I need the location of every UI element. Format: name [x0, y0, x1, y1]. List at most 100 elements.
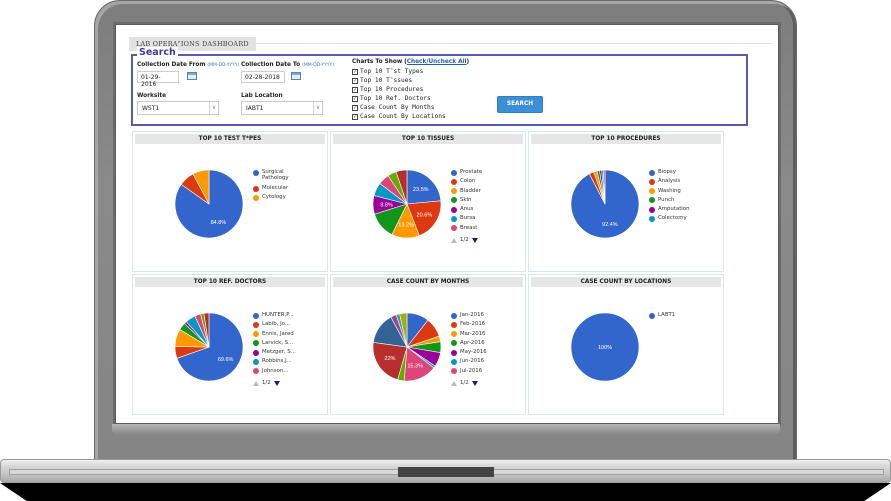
lab-location-select[interactable]: IABT1 ∨	[241, 101, 323, 115]
slice-label: 100%	[598, 345, 612, 351]
legend-item[interactable]: Apr-2016	[451, 340, 487, 349]
checkbox[interactable]: ✓	[352, 86, 358, 93]
legend-item[interactable]: May-2016	[451, 349, 487, 358]
legend-dot-icon	[451, 331, 457, 338]
legend-item[interactable]: Colectomy	[649, 215, 690, 224]
chart-legend: HUNTER,P... Labib, Jo... Ennis, Jared Larvi…	[253, 312, 296, 386]
checkbox[interactable]: ✓	[352, 68, 358, 75]
chart-option-ref-doctors[interactable]: ✓ Top 10 Ref. Doctors	[352, 94, 469, 103]
chevron-down-icon[interactable]: ∨	[313, 102, 322, 114]
checkbox[interactable]: ✓	[352, 104, 358, 111]
legend-item[interactable]: Ennis, Jared	[253, 331, 296, 340]
triangle-up-icon[interactable]	[253, 380, 259, 386]
charts-to-show-header: Charts To Show (Check/Uncheck All)	[352, 59, 469, 67]
option-label: Top 10 T‶ssues	[360, 77, 413, 84]
pie-slice[interactable]	[602, 169, 606, 205]
legend-item[interactable]: Amputation	[649, 206, 690, 215]
legend-item[interactable]: Metzger, S...	[253, 349, 296, 358]
legend-item[interactable]: Jun-2016	[451, 358, 487, 367]
triangle-down-icon[interactable]	[273, 380, 280, 386]
pie-slice[interactable]	[406, 169, 442, 205]
base-shadow	[0, 483, 891, 501]
date-from-input[interactable]: 01-29-2016	[137, 71, 179, 88]
legend-item[interactable]: Punch	[649, 197, 690, 206]
checkbox[interactable]: ✓	[352, 77, 358, 84]
legend-item[interactable]: Biopsy	[649, 169, 690, 178]
chevron-down-icon[interactable]: ∨	[209, 102, 218, 114]
pie-slice[interactable]	[395, 169, 408, 205]
chart-panel-tissues: TOP 10 TISSUES 23.5% 20.6% 13.2% 8.8% Prosta…	[330, 131, 526, 272]
paren-open: (	[404, 59, 407, 65]
pie-chart[interactable]: 15.3% 22%	[371, 311, 443, 383]
chart-title: TOP 10 PROCEDURES	[531, 134, 721, 144]
legend-item[interactable]: Jan-2016	[451, 312, 487, 321]
triangle-down-icon[interactable]	[471, 380, 478, 386]
legend-item[interactable]: Larvick, S...	[253, 340, 296, 349]
checkbox[interactable]: ✓	[352, 95, 358, 102]
pie-chart[interactable]: 92.4%	[569, 168, 641, 240]
pie-slice[interactable]	[203, 312, 210, 348]
date-to-input[interactable]: 02-28-2018	[241, 71, 285, 83]
legend-label: Molecular	[262, 185, 289, 191]
legend-item[interactable]: Jul-2016	[451, 368, 487, 377]
legend-item[interactable]: Analysis	[649, 178, 690, 187]
legend-label: May-2016	[460, 349, 487, 356]
pie-chart[interactable]: 69.6%	[173, 311, 245, 383]
legend-item[interactable]: Molecular	[253, 185, 289, 194]
chart-option-test-types[interactable]: ✓ Top 10 T‶st Types	[352, 67, 469, 76]
legend-item[interactable]: Robbins,J...	[253, 358, 296, 367]
legend-item[interactable]: Feb-2016	[451, 321, 487, 330]
pie-slice[interactable]	[570, 312, 640, 382]
pie-slice[interactable]	[399, 312, 408, 348]
pie-slice[interactable]	[192, 169, 210, 205]
calendar-icon[interactable]	[187, 72, 197, 80]
legend-item[interactable]: Colon	[451, 178, 482, 187]
chart-legend: Jan-2016 Feb-2016 Mar-2016 Apr-2016 May-2016…	[451, 312, 487, 386]
legend-item[interactable]: Prostate	[451, 169, 482, 178]
search-button[interactable]: SEARCH	[497, 96, 543, 113]
chart-panel-test-types: TOP 10 TEST T*PES 84.8% Surgical Pathology…	[132, 131, 328, 272]
triangle-down-icon[interactable]	[471, 237, 478, 243]
worksite-select[interactable]: WST1 ∨	[137, 101, 219, 115]
laptop-base	[0, 459, 891, 483]
chart-option-procedures[interactable]: ✓ Top 10 Procedures	[352, 85, 469, 94]
chart-option-months[interactable]: ✓ Case Count By Months	[352, 103, 469, 112]
pie-slice[interactable]	[176, 312, 244, 382]
legend-item[interactable]: Skin	[451, 197, 482, 206]
pie-slice[interactable]	[406, 200, 442, 237]
legend-item[interactable]: Breast	[451, 225, 482, 234]
pie-slice[interactable]	[372, 342, 408, 381]
legend-label: Metzger, S...	[262, 349, 296, 356]
triangle-up-icon[interactable]	[451, 237, 457, 243]
legend-item[interactable]: Mar-2016	[451, 331, 487, 340]
legend-item[interactable]: Labib, Jo...	[253, 321, 296, 330]
legend-dot-icon	[253, 349, 259, 356]
chart-option-locations[interactable]: ✓ Case Count By Locations	[352, 112, 469, 121]
checkbox[interactable]: ✓	[352, 113, 358, 120]
legend-item[interactable]: Cytology	[253, 194, 289, 203]
slice-label: 8.8%	[380, 203, 393, 209]
check-uncheck-all-link[interactable]: Check/Uncheck All	[406, 59, 467, 65]
calendar-icon[interactable]	[291, 72, 301, 80]
legend-pager: 1/2	[451, 380, 487, 386]
legend-item[interactable]: Anus	[451, 206, 482, 215]
legend-item[interactable]: HUNTER,P...	[253, 312, 296, 321]
legend-label: Jan-2016	[460, 312, 484, 318]
pie-chart[interactable]: 84.8%	[173, 168, 245, 240]
pie-chart[interactable]: 23.5% 20.6%13.2% 8.8%	[371, 168, 443, 240]
chart-option-tissues[interactable]: ✓ Top 10 T‶ssues	[352, 76, 469, 85]
triangle-up-icon[interactable]	[451, 380, 457, 386]
chart-legend: Prostate Colon Bladder Skin Anus Bursa Breast 1…	[451, 169, 482, 243]
legend-item[interactable]: Bladder	[451, 188, 482, 197]
legend-label: Surgical Pathology	[262, 169, 289, 181]
pie-chart[interactable]: 100%	[569, 311, 641, 383]
worksite-value: WST1	[142, 105, 160, 112]
legend-label: Skin	[460, 196, 472, 203]
legend-label: Amputation	[658, 206, 690, 213]
legend-item[interactable]: Washing	[649, 188, 690, 197]
legend-item[interactable]: LABT1	[649, 312, 675, 321]
legend-item[interactable]: Surgical Pathology	[253, 169, 289, 185]
legend-item[interactable]: Bursa	[451, 215, 482, 224]
legend-item[interactable]: Johnson...	[253, 368, 296, 377]
legend-dot-icon	[253, 358, 259, 365]
